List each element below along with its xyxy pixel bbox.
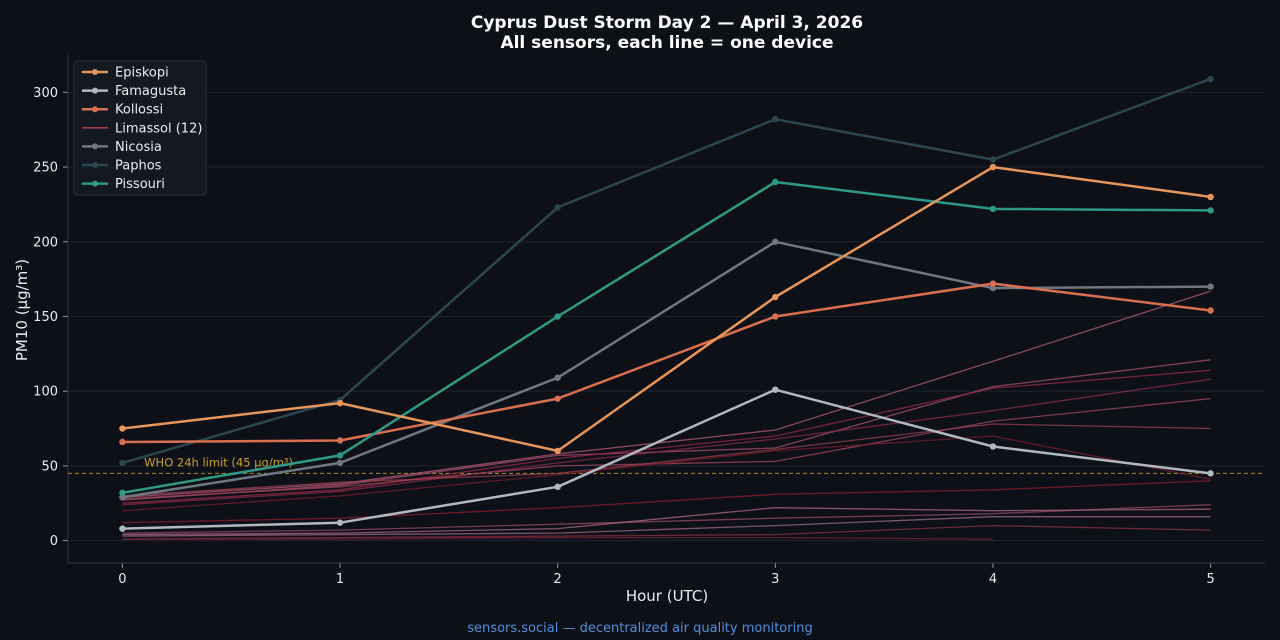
limassol-device-line-9 [122, 504, 1211, 534]
point-famagusta-0 [119, 525, 126, 532]
point-famagusta-3 [772, 386, 779, 393]
series-paphos [119, 75, 1214, 467]
limassol-device-line-13 [122, 536, 994, 540]
point-episkopi-5 [1207, 193, 1214, 201]
limassol-device-line-7 [122, 435, 1211, 512]
legend: Episkopi Famagusta Kollossi Limassol (12) Ni… [73, 60, 207, 196]
y-tick-label-0: 0 [50, 534, 58, 549]
legend-marker-episkopi [92, 69, 98, 75]
who-limit-label: WHO 24h limit (45 μg/m³) [144, 455, 293, 469]
point-famagusta-4 [989, 443, 997, 450]
series-pissouri [119, 178, 1214, 496]
limassol-device-line-12 [122, 524, 1211, 540]
limassol-device-line-1 [122, 290, 1211, 498]
point-episkopi-0 [119, 425, 126, 432]
point-kollossi-1 [336, 437, 344, 444]
limassol-device-line-11 [122, 516, 1211, 537]
legend-label-paphos: Paphos [115, 159, 162, 174]
series-famagusta [119, 386, 1214, 532]
limassol-device-line-8 [122, 480, 1211, 524]
point-kollossi-5 [1207, 307, 1214, 314]
legend-label-famagusta: Famagusta [115, 84, 186, 99]
legend-marker-paphos [92, 162, 98, 168]
point-nicosia-2 [554, 374, 561, 381]
point-famagusta-1 [336, 519, 344, 526]
point-nicosia-1 [336, 459, 344, 467]
x-tick-label-3: 3 [771, 572, 779, 587]
legend-marker-famagusta [92, 87, 98, 94]
y-tick-label-150: 150 [33, 310, 58, 325]
point-episkopi-1 [336, 399, 344, 407]
legend-label-kollossi: Kollossi [115, 103, 163, 118]
point-pissouri-4 [989, 205, 997, 213]
y-tick-label-50: 50 [41, 459, 58, 474]
point-episkopi-2 [554, 447, 561, 455]
point-nicosia-0 [119, 494, 126, 501]
legend-label-nicosia: Nicosia [115, 140, 162, 155]
x-tick-label-5: 5 [1206, 572, 1214, 587]
legend-marker-pissouri [92, 180, 98, 187]
point-kollossi-0 [119, 438, 126, 446]
y-axis-label: PM10 (μg/m³) [13, 259, 31, 361]
point-nicosia-4 [989, 284, 997, 292]
legend-label-episkopi: Episkopi [115, 66, 169, 81]
series-episkopi [119, 163, 1214, 455]
point-episkopi-4 [989, 163, 997, 171]
series-line-kollossi [122, 282, 1211, 444]
point-nicosia-3 [772, 238, 779, 245]
legend-label-pissouri: Pissouri [115, 177, 165, 192]
x-tick-label-4: 4 [989, 572, 997, 587]
point-pissouri-3 [772, 178, 779, 186]
limassol-device-line-6 [122, 423, 1211, 497]
legend-label-limassol-12-: Limassol (12) [115, 121, 202, 136]
point-paphos-0 [119, 459, 126, 467]
point-kollossi-2 [554, 395, 561, 402]
legend-box [73, 60, 207, 196]
point-paphos-4 [989, 156, 997, 163]
point-episkopi-3 [772, 293, 779, 301]
footer-credit: sensors.social — decentralized air quali… [467, 621, 813, 636]
point-pissouri-1 [336, 452, 344, 459]
point-pissouri-5 [1207, 207, 1214, 214]
limassol-device-line-10 [122, 507, 1211, 536]
limassol-device-line-3 [122, 369, 1211, 504]
y-tick-label-300: 300 [33, 86, 58, 101]
grid [68, 91, 1265, 542]
x-axis-label: Hour (UTC) [626, 587, 708, 605]
limassol-device-lines [122, 290, 1211, 540]
series-line-pissouri [122, 180, 1211, 495]
x-tick-label-1: 1 [336, 572, 344, 587]
y-tick-label-100: 100 [33, 385, 58, 400]
limassol-device-line-5 [122, 397, 1211, 500]
point-paphos-3 [772, 116, 779, 123]
y-tick-label-250: 250 [33, 161, 58, 176]
y-tick-label-200: 200 [33, 235, 58, 250]
limassol-device-line-4 [122, 378, 1211, 506]
point-paphos-5 [1207, 75, 1214, 83]
point-pissouri-2 [554, 313, 561, 320]
x-tick-label-2: 2 [554, 572, 562, 587]
point-paphos-2 [554, 204, 561, 211]
chart-subtitle: All sensors, each line = one device [500, 33, 833, 53]
point-nicosia-5 [1207, 283, 1214, 290]
series-lines [119, 75, 1214, 532]
series-line-episkopi [122, 165, 1211, 453]
legend-marker-nicosia [92, 143, 98, 150]
legend-marker-kollossi [92, 106, 98, 113]
point-famagusta-5 [1207, 470, 1214, 477]
chart-title: Cyprus Dust Storm Day 2 — April 3, 2026 [471, 13, 863, 33]
x-tick-label-0: 0 [118, 572, 126, 587]
series-line-famagusta [122, 388, 1211, 530]
point-kollossi-4 [989, 280, 997, 287]
axes: 0 50 100 150 200 250 300 0 1 2 3 4 5 [33, 55, 1265, 587]
point-kollossi-3 [772, 313, 779, 320]
point-pissouri-0 [119, 489, 126, 496]
series-kollossi [119, 280, 1214, 446]
limassol-device-line-2 [122, 359, 1211, 501]
point-famagusta-2 [554, 483, 561, 490]
series-line-paphos [122, 77, 1212, 465]
